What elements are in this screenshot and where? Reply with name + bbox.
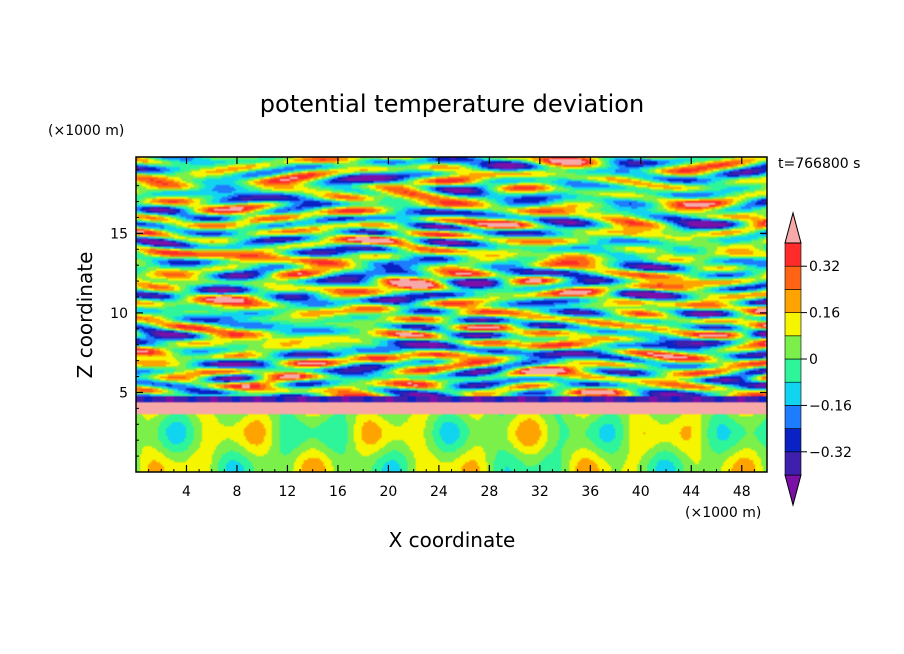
colorbar-label: −0.32 [809,445,852,461]
y-axis: 5 10 15 [110,169,767,457]
colorbar-box [784,451,802,476]
colorbar-box [784,428,802,453]
y-tick-label: 15 [110,226,128,242]
time-label: t=766800 s [778,156,860,172]
colorbar-box [784,335,802,360]
y-unit-label: (×1000 m) [48,123,124,139]
colorbar-label: −0.16 [809,398,852,414]
x-tick-label: 40 [632,484,650,500]
x-tick-label: 36 [581,484,599,500]
colorbar-label: 0 [809,352,818,368]
x-axis: 4 8 12 16 20 24 28 32 36 40 44 48 [148,157,755,500]
x-tick-label: 16 [329,484,347,500]
x-axis-label: X coordinate [389,528,516,552]
x-tick-label: 4 [182,484,191,500]
colorbar-label: 0.16 [809,306,840,322]
temperature-field [136,157,767,472]
x-tick-label: 28 [480,484,498,500]
colorbar-box [784,265,802,290]
x-tick-label: 8 [232,484,241,500]
y-axis-label: Z coordinate [73,252,97,379]
colorbar-box [784,405,802,429]
x-tick-label: 12 [279,484,297,500]
colorbar-label: 0.32 [809,259,840,275]
x-unit-label: (×1000 m) [685,505,761,521]
colorbar-box [784,312,802,337]
plot-area [136,157,767,472]
colorbar-box [784,242,802,267]
chart-title: potential temperature deviation [260,90,644,118]
colorbar-max-triangle [784,211,802,244]
colorbar: −0.32 −0.16 0 0.16 0.32 [784,211,852,507]
x-tick-label: 32 [531,484,549,500]
x-tick-label: 44 [682,484,700,500]
x-tick-label: 24 [430,484,448,500]
x-tick-label: 20 [379,484,397,500]
colorbar-min-triangle [784,474,802,507]
colorbar-box [784,381,802,406]
y-tick-label: 5 [119,385,128,401]
y-tick-label: 10 [110,306,128,322]
x-tick-label: 48 [733,484,751,500]
colorbar-box [784,358,802,383]
colorbar-box [784,289,802,313]
